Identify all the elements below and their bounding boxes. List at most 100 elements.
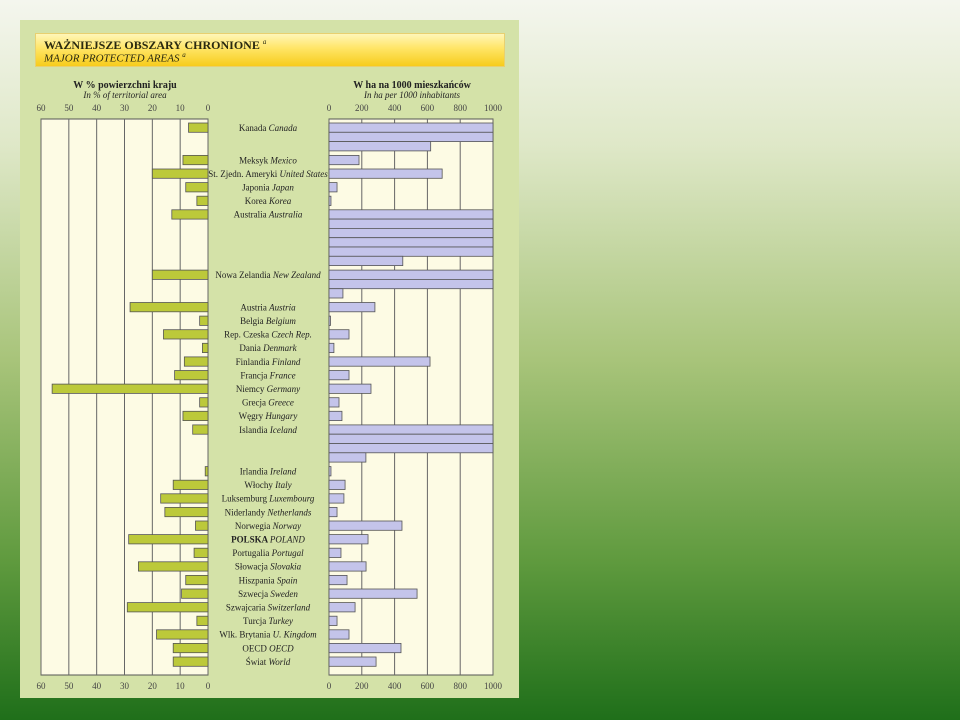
- pct-bar: [129, 302, 209, 313]
- left-chart-subtitle: In % of territorial area: [83, 90, 167, 100]
- country-name-pl: Węgry: [239, 411, 266, 421]
- ha-bar: [328, 466, 332, 477]
- row-denmark: Dania Denmark: [202, 342, 335, 353]
- left-tick-label-bottom: 10: [176, 681, 186, 691]
- country-label: Hiszpania Spain: [239, 575, 298, 585]
- pct-bar: [174, 370, 209, 381]
- ha-bar: [328, 588, 418, 599]
- ha-bar: [328, 269, 494, 280]
- title-box: WAŻNIEJSZE OBSZARY CHRONIONE a MAJOR PRO…: [35, 33, 505, 67]
- row-australia: Australia Australia: [171, 209, 494, 266]
- country-name-en: Belgium: [266, 316, 296, 326]
- country-name-en: Korea: [268, 196, 292, 206]
- country-label: St. Zjedn. Ameryki United States: [208, 169, 328, 179]
- country-name-pl: Szwecja: [238, 589, 270, 599]
- right-chart-title: W ha na 1000 mieszkańców: [353, 80, 471, 91]
- ha-bar: [328, 443, 494, 454]
- pct-bar: [192, 424, 209, 435]
- right-tick-label-top: 0: [327, 103, 332, 113]
- pct-bar: [126, 602, 209, 613]
- row-italy: Włochy Italy: [172, 479, 346, 490]
- pct-bar: [151, 269, 209, 280]
- row-new-zealand: Nowa Zelandia New Zealand: [151, 269, 494, 299]
- country-label: Rep. Czeska Czech Rep.: [224, 330, 312, 340]
- row-luxembourg: Luksemburg Luxembourg: [160, 493, 345, 504]
- row-oecd: OECD OECD: [172, 643, 402, 654]
- country-label: Wlk. Brytania U. Kingdom: [219, 630, 317, 640]
- country-name-en: Denmark: [262, 343, 297, 353]
- pct-bar: [195, 520, 209, 531]
- ha-bar: [328, 329, 350, 340]
- pct-bar: [196, 615, 209, 626]
- country-name-pl: Norwegia: [235, 521, 273, 531]
- country-name-en: Germany: [267, 384, 301, 394]
- ha-bar: [328, 278, 494, 290]
- row-united-states: St. Zjedn. Ameryki United States: [151, 168, 443, 179]
- country-name-pl: Australia: [234, 210, 269, 220]
- left-tick-label-bottom: 30: [120, 681, 130, 691]
- country-name-en: Australia: [268, 210, 303, 220]
- row-finland: Finlandia Finland: [183, 356, 431, 367]
- pct-bar: [202, 342, 209, 353]
- country-name-pl: Islandia: [239, 425, 270, 435]
- left-tick-label-top: 50: [64, 103, 74, 113]
- pct-bar: [193, 547, 209, 558]
- row-poland: POLSKA POLAND: [128, 534, 369, 545]
- country-label: Korea Korea: [245, 196, 292, 206]
- country-name-en: Slovakia: [270, 562, 301, 572]
- country-name-pl: Grecja: [242, 398, 268, 408]
- country-name-en: Greece: [268, 398, 294, 408]
- country-name-pl: Meksyk: [239, 155, 270, 165]
- country-name-pl: Austria: [240, 302, 269, 312]
- pct-bar: [185, 182, 209, 193]
- country-name-pl: Niemcy: [236, 384, 267, 394]
- country-label: Włochy Italy: [244, 480, 291, 490]
- country-name-en: New Zealand: [272, 270, 321, 280]
- ha-bar: [328, 227, 494, 239]
- pct-bar: [182, 410, 209, 421]
- country-name-pl: Kanada: [239, 123, 269, 133]
- row-mexico: Meksyk Mexico: [182, 154, 360, 165]
- ha-bar: [328, 520, 403, 531]
- pct-bar: [163, 329, 209, 340]
- country-name-pl: Słowacja: [235, 562, 270, 572]
- ha-bar: [328, 452, 367, 463]
- ha-bar: [328, 534, 369, 545]
- ha-bar: [328, 342, 335, 353]
- country-label: OECD OECD: [242, 643, 294, 653]
- row-hungary: Węgry Hungary: [182, 410, 343, 421]
- country-label: Meksyk Mexico: [239, 155, 297, 165]
- ha-bar: [328, 182, 338, 193]
- country-name-pl: Nowa Zelandia: [215, 270, 272, 280]
- country-name-pl: Korea: [245, 196, 269, 206]
- left-tick-label-bottom: 60: [37, 681, 47, 691]
- left-tick-label-bottom: 0: [206, 681, 211, 691]
- right-tick-label-bottom: 200: [355, 681, 369, 691]
- country-name-pl: Irlandia: [240, 466, 270, 476]
- row-ireland: Irlandia Ireland: [204, 466, 332, 477]
- right-tick-label-bottom: 0: [327, 681, 332, 691]
- ha-bar: [328, 643, 402, 654]
- ha-bar: [328, 424, 494, 435]
- pct-bar: [199, 397, 209, 408]
- country-name-en: Italy: [274, 480, 292, 490]
- ha-bar: [328, 356, 431, 367]
- country-name-en: Luxembourg: [268, 494, 315, 504]
- left-tick-label-top: 20: [148, 103, 158, 113]
- country-label: Portugalia Portugal: [232, 548, 304, 558]
- ha-bar: [328, 561, 367, 572]
- pct-bar: [172, 479, 209, 490]
- country-name-en: Switzerland: [268, 602, 311, 612]
- country-name-en: Hungary: [264, 411, 297, 421]
- row-turkey: Turcja Turkey: [196, 615, 338, 626]
- ha-bar: [328, 602, 356, 613]
- ha-bar: [328, 131, 494, 143]
- country-label: Norwegia Norway: [235, 521, 301, 531]
- ha-bar: [328, 288, 344, 299]
- left-tick-label-top: 40: [92, 103, 102, 113]
- pct-bar: [164, 506, 209, 518]
- country-name-en: Ireland: [269, 466, 297, 476]
- country-name-en: Japan: [272, 182, 294, 192]
- ha-bar: [328, 218, 494, 229]
- left-chart-heading: W % powierzchni kraju In % of territoria…: [5, 80, 245, 100]
